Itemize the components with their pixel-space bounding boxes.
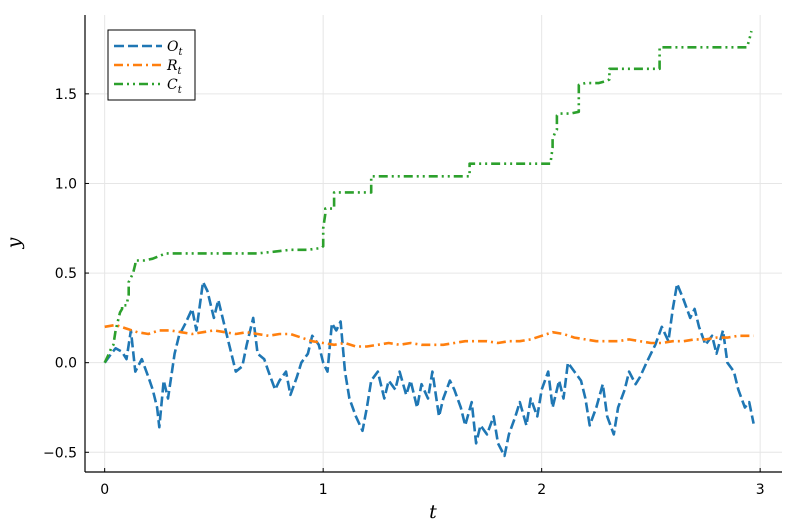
tick-labels: 0 1 2 3 −0.5 0.0 0.5 1.0 1.5 — [43, 87, 765, 498]
axes — [84, 15, 782, 473]
series-lines — [103, 30, 755, 458]
y-tick-label: 0.5 — [55, 266, 77, 282]
series-line-o — [103, 280, 755, 458]
grid — [85, 15, 782, 472]
series-line-r — [104, 323, 754, 348]
y-tick-label: 1.0 — [55, 176, 77, 192]
x-tick-label: 3 — [756, 482, 765, 498]
y-axis-label: y — [3, 237, 25, 249]
series-line-c — [103, 30, 753, 364]
x-axis-label: t — [429, 501, 437, 523]
x-tick-label: 0 — [100, 482, 109, 498]
y-tick-label: 1.5 — [55, 87, 77, 103]
y-tick-label: 0.0 — [55, 356, 77, 372]
x-tick-label: 1 — [319, 482, 328, 498]
y-tick-label: −0.5 — [43, 445, 77, 461]
x-tick-label: 2 — [537, 482, 546, 498]
